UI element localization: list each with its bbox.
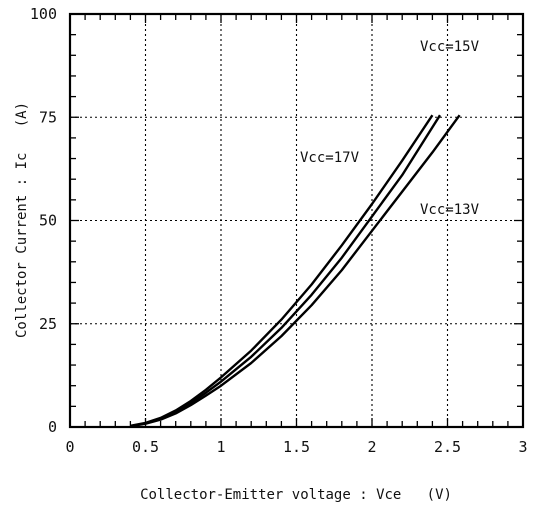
series-lines <box>130 114 461 428</box>
series-labels: Vcc=17V Vcc=15V Vcc=13V <box>300 39 480 218</box>
series-line-1 <box>130 114 442 428</box>
x-tick-label-6: 3 <box>518 438 527 456</box>
plot-frame <box>68 12 525 429</box>
x-tick-label-5: 2.5 <box>434 438 461 456</box>
x-tick-label-2: 1 <box>216 438 225 456</box>
y-tick-label-4: 100 <box>30 5 57 23</box>
x-tick-label-1: 0.5 <box>132 438 159 456</box>
y-tick-label-0: 0 <box>48 418 57 436</box>
series-label-2: Vcc=13V <box>420 202 480 218</box>
x-tick-label-4: 2 <box>367 438 376 456</box>
y-tick-label-3: 75 <box>39 108 57 126</box>
series-label-0: Vcc=17V <box>300 150 360 166</box>
series-line-0 <box>130 114 434 427</box>
y-axis-title: Collector Current : Ic (A) <box>14 102 30 338</box>
x-tick-label-0: 0 <box>65 438 74 456</box>
x-tick-labels: 0 0.5 1 1.5 2 2.5 3 <box>65 438 527 456</box>
y-tick-label-1: 25 <box>39 315 57 333</box>
x-tick-label-3: 1.5 <box>283 438 310 456</box>
series-label-1: Vcc=15V <box>420 39 480 55</box>
y-tick-label-2: 50 <box>39 212 57 230</box>
y-tick-labels: 0 25 50 75 100 <box>30 5 57 436</box>
x-axis-title: Collector-Emitter voltage : Vce (V) <box>140 487 452 503</box>
grid <box>70 14 523 427</box>
series-line-2 <box>130 114 461 428</box>
